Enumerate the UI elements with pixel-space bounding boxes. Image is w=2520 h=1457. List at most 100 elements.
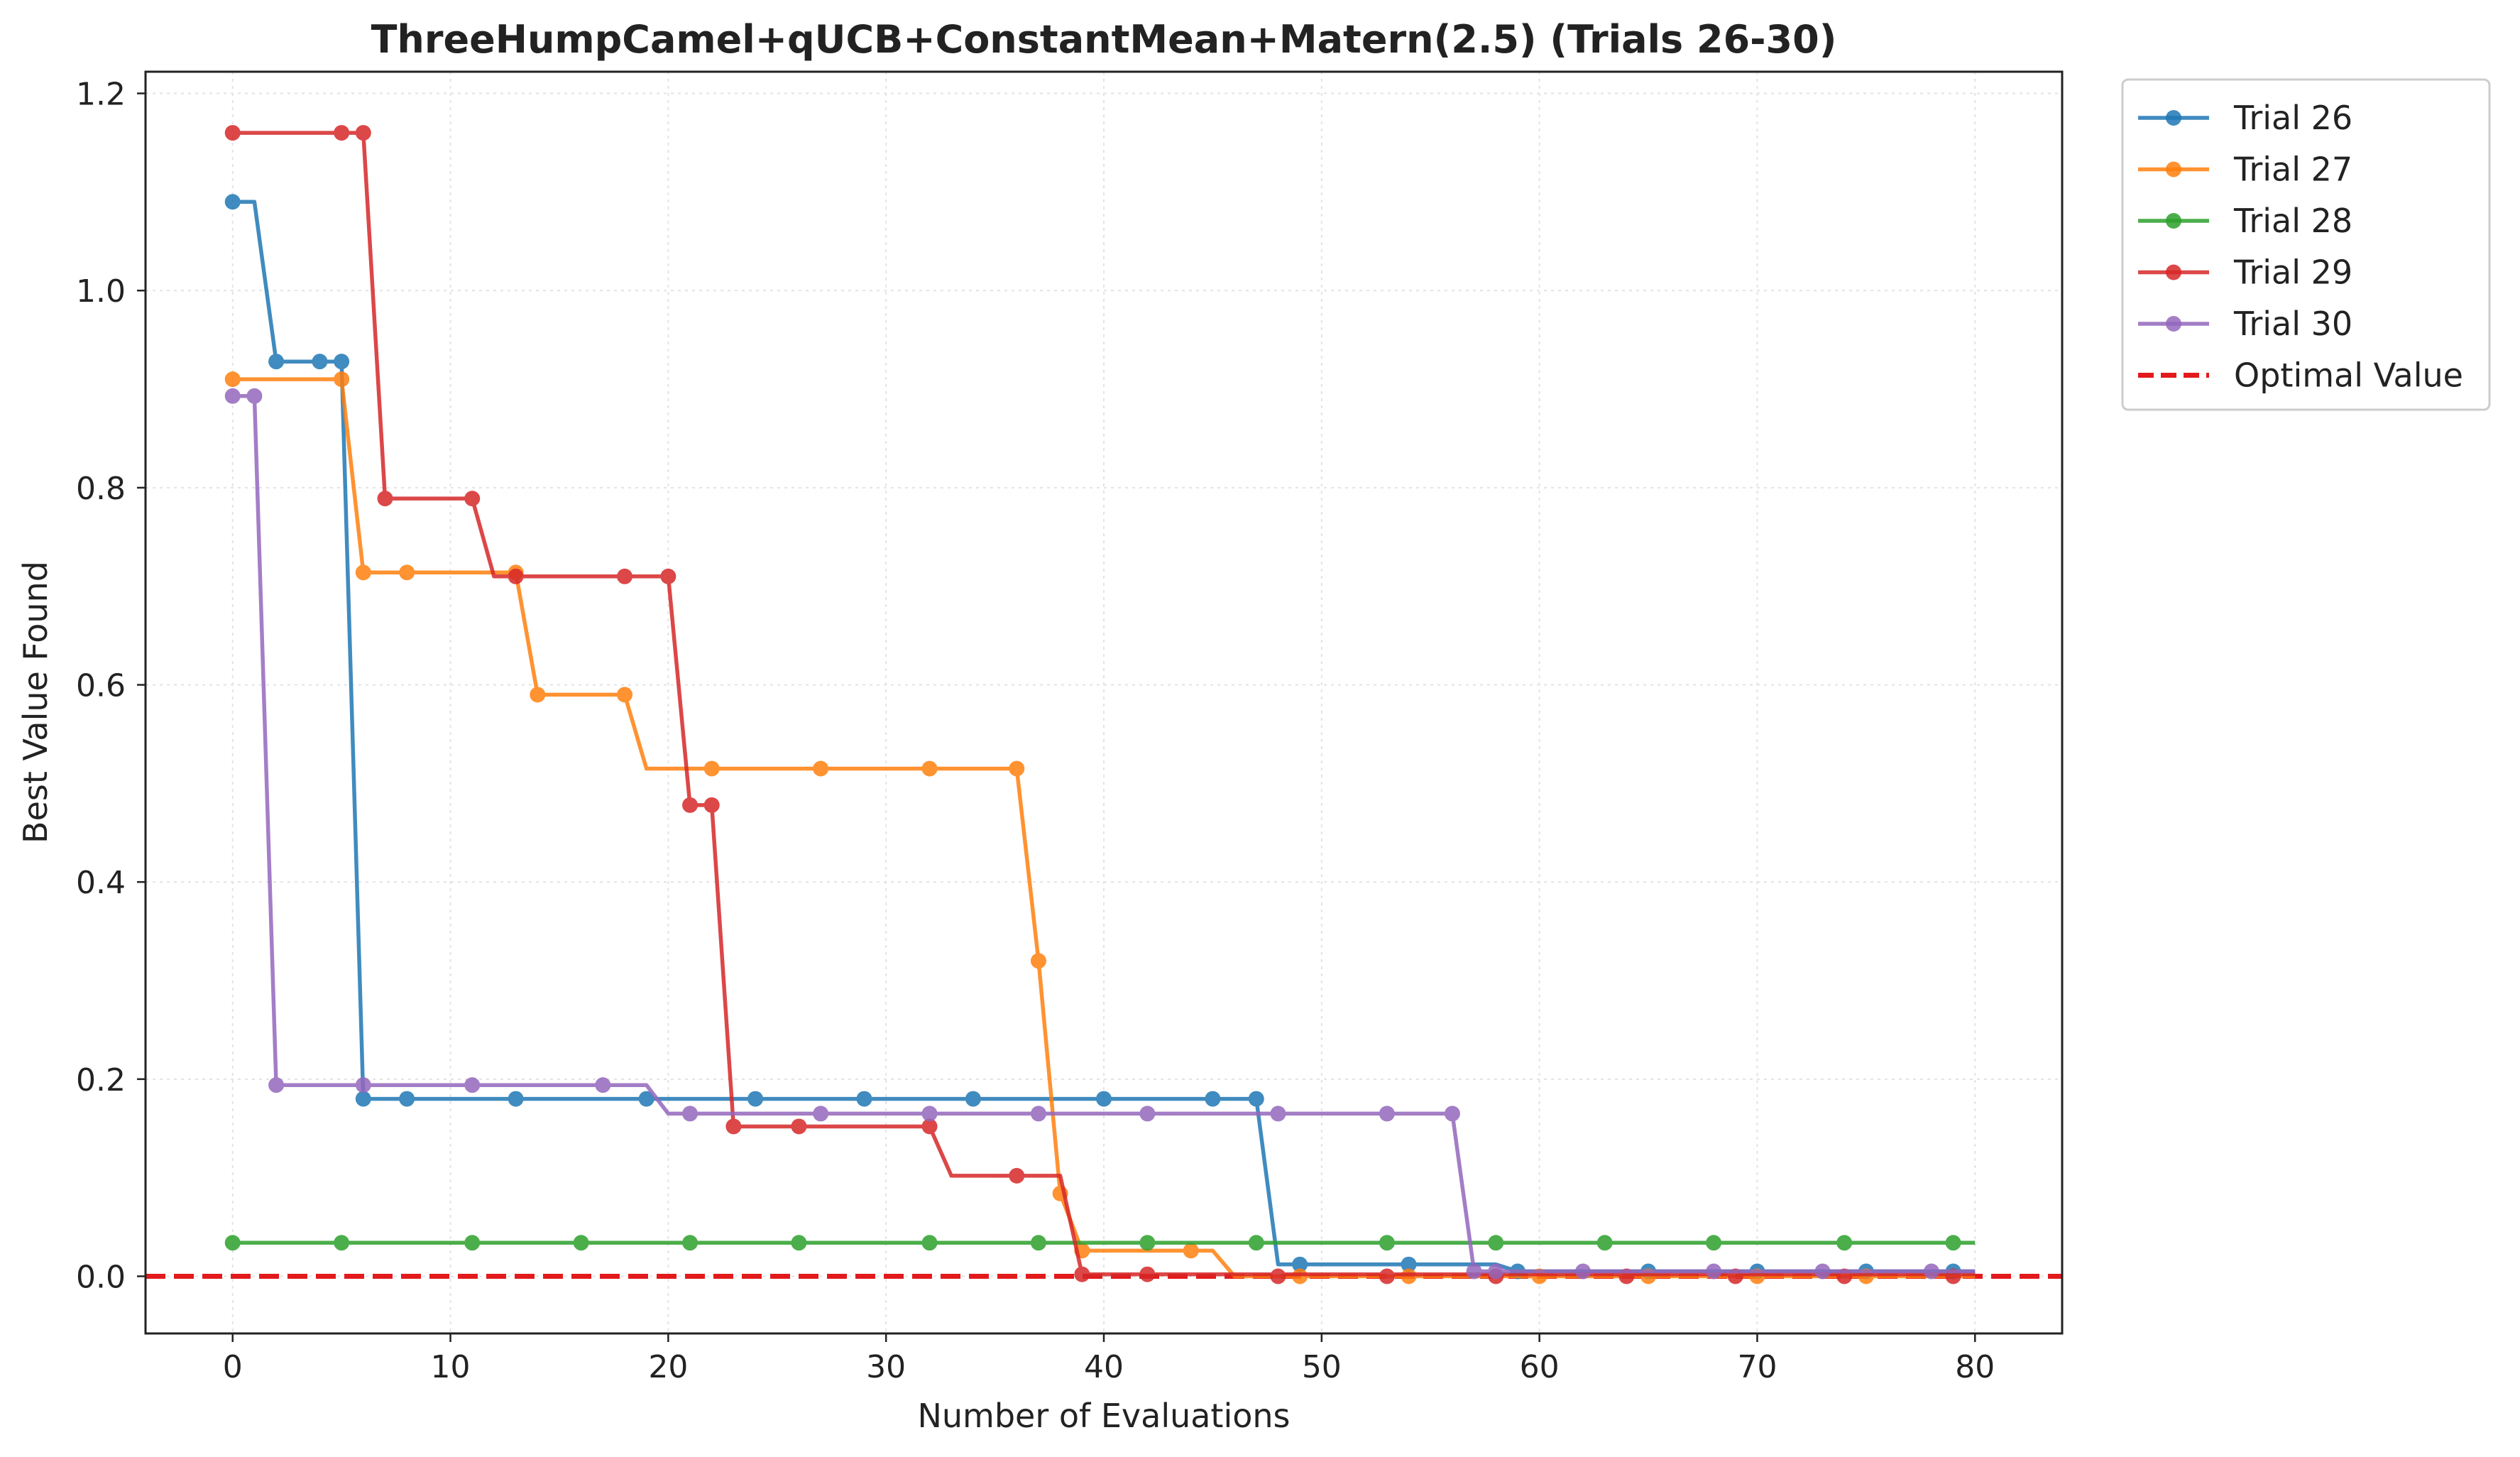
data-point	[224, 388, 241, 404]
data-point	[246, 388, 263, 404]
series-trial-26	[224, 194, 1976, 1279]
x-tick-label: 70	[1737, 1349, 1777, 1385]
data-point	[703, 760, 720, 777]
data-point	[268, 354, 285, 370]
data-point	[791, 1235, 807, 1251]
data-point	[1030, 953, 1046, 969]
data-point	[1292, 1268, 1308, 1284]
data-point	[1030, 1106, 1046, 1122]
legend-label: Trial 27	[2233, 151, 2352, 189]
data-point	[399, 1091, 415, 1107]
data-point	[813, 1106, 829, 1122]
data-point	[334, 125, 350, 141]
data-point	[1596, 1235, 1613, 1251]
data-point	[856, 1091, 872, 1107]
data-point	[355, 1077, 371, 1093]
data-point	[224, 371, 241, 388]
data-point	[464, 1235, 481, 1251]
y-tick-label: 1.0	[76, 273, 126, 310]
data-point	[1379, 1268, 1395, 1284]
data-point	[268, 1077, 285, 1093]
legend-swatch-marker	[2166, 161, 2181, 178]
grid	[146, 72, 2062, 1333]
data-point	[1292, 1256, 1308, 1272]
data-point	[312, 354, 328, 370]
series-line	[232, 393, 1976, 1274]
data-point	[682, 1106, 699, 1122]
data-point	[1096, 1091, 1112, 1107]
data-point	[573, 1235, 589, 1251]
y-axis-label: Best Value Found	[16, 561, 55, 844]
data-point	[464, 1077, 481, 1093]
data-point	[1945, 1235, 1961, 1251]
data-point	[355, 1091, 371, 1107]
series-trial-27	[224, 371, 1976, 1284]
legend-swatch-marker	[2166, 264, 2181, 280]
data-point	[1270, 1268, 1286, 1284]
data-point	[921, 760, 938, 777]
data-point	[1814, 1263, 1831, 1279]
data-point	[921, 1106, 938, 1122]
legend-label: Trial 28	[2233, 202, 2352, 240]
data-point	[355, 125, 371, 141]
legend-entry-trial-29: Trial 29	[2138, 253, 2352, 292]
series-line	[232, 131, 1976, 1277]
x-tick-label: 20	[648, 1349, 688, 1385]
data-point	[399, 564, 415, 581]
data-point	[1379, 1235, 1395, 1251]
data-point	[1248, 1235, 1264, 1251]
data-point	[1139, 1106, 1156, 1122]
data-point	[355, 564, 371, 581]
data-point	[725, 1118, 742, 1135]
x-axis-ticks: 0 10 20 30 40 50 60 70 80	[223, 1333, 1995, 1385]
y-axis-ticks: 0.0 0.2 0.4 0.6 0.8 1.0 1.2	[76, 77, 146, 1295]
y-tick-label: 0.2	[76, 1062, 126, 1098]
series-trial-30	[224, 388, 1976, 1279]
data-point	[1836, 1235, 1853, 1251]
series-trial-28	[224, 1235, 1976, 1251]
legend-entry-trial-26: Trial 26	[2138, 99, 2352, 137]
data-point	[747, 1091, 764, 1107]
data-point	[530, 687, 546, 703]
series-line	[232, 200, 1976, 1274]
data-point	[224, 125, 241, 141]
data-point	[703, 797, 720, 813]
data-point	[1706, 1263, 1722, 1279]
data-point	[334, 371, 350, 388]
data-point	[595, 1077, 611, 1093]
x-tick-label: 60	[1520, 1349, 1560, 1385]
data-point	[1923, 1263, 1939, 1279]
x-tick-label: 80	[1955, 1349, 1995, 1385]
data-point	[1074, 1266, 1090, 1282]
data-point	[1575, 1263, 1591, 1279]
legend-entry-trial-28: Trial 28	[2138, 202, 2352, 240]
legend: Trial 26 Trial 27 Trial 28 Trial 29 Trial 30…	[2121, 78, 2491, 411]
legend-entry-trial-27: Trial 27	[2138, 151, 2352, 189]
data-point	[1205, 1091, 1221, 1107]
legend-swatch-marker	[2166, 213, 2181, 229]
data-point	[813, 760, 829, 777]
legend-label: Trial 26	[2233, 99, 2352, 137]
data-point	[1139, 1235, 1156, 1251]
legend-entry-trial-30: Trial 30	[2138, 305, 2352, 343]
y-tick-label: 0.4	[76, 865, 126, 901]
x-tick-label: 0	[223, 1349, 243, 1385]
data-point	[791, 1118, 807, 1135]
series-layer	[224, 125, 1976, 1284]
legend-label: Trial 29	[2233, 253, 2352, 292]
data-point	[508, 568, 524, 584]
data-point	[1706, 1235, 1722, 1251]
data-point	[1030, 1235, 1046, 1251]
data-point	[921, 1235, 938, 1251]
data-point	[1444, 1106, 1460, 1122]
y-tick-label: 0.8	[76, 471, 126, 507]
data-point	[638, 1091, 654, 1107]
data-point	[1183, 1243, 1199, 1259]
data-point	[1488, 1263, 1504, 1279]
legend-swatch-marker	[2166, 316, 2181, 332]
data-point	[617, 687, 632, 703]
data-point	[682, 797, 699, 813]
chart-title: ThreeHumpCamel+qUCB+ConstantMean+Matern(…	[371, 17, 1837, 62]
data-point	[660, 568, 676, 584]
